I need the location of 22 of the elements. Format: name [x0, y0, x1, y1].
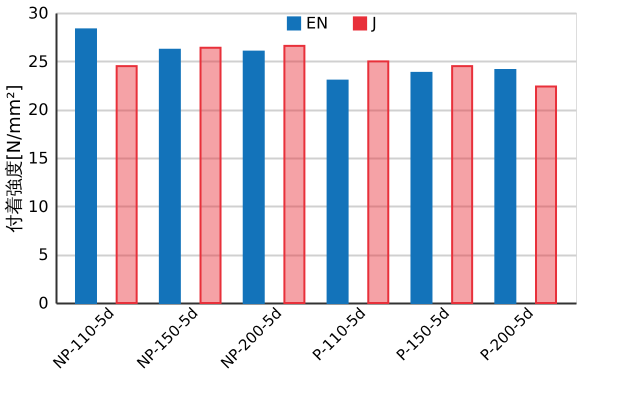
- y-tick-label: 30: [28, 4, 48, 22]
- legend-label: J: [371, 13, 377, 32]
- y-tick-label: 10: [28, 196, 48, 216]
- y-tick-label: 15: [28, 148, 48, 168]
- y-axis-title: 付着強度[N/mm²]: [4, 84, 26, 234]
- legend-label: EN: [306, 13, 328, 32]
- y-tick-label: 0: [38, 294, 48, 312]
- bar: [200, 46, 222, 304]
- bar: [74, 28, 97, 304]
- y-tick-label: 25: [28, 52, 48, 71]
- bar: [326, 80, 349, 304]
- bar: [116, 65, 138, 304]
- y-tick-label: 5: [38, 245, 48, 264]
- y-tick-label: 20: [28, 100, 48, 120]
- bar: [535, 85, 558, 304]
- bar: [367, 60, 390, 304]
- bar: [494, 69, 516, 304]
- bar: [410, 72, 432, 304]
- bar: [158, 48, 181, 304]
- bar: [283, 44, 306, 304]
- bar: [451, 65, 474, 304]
- bar: [242, 50, 265, 304]
